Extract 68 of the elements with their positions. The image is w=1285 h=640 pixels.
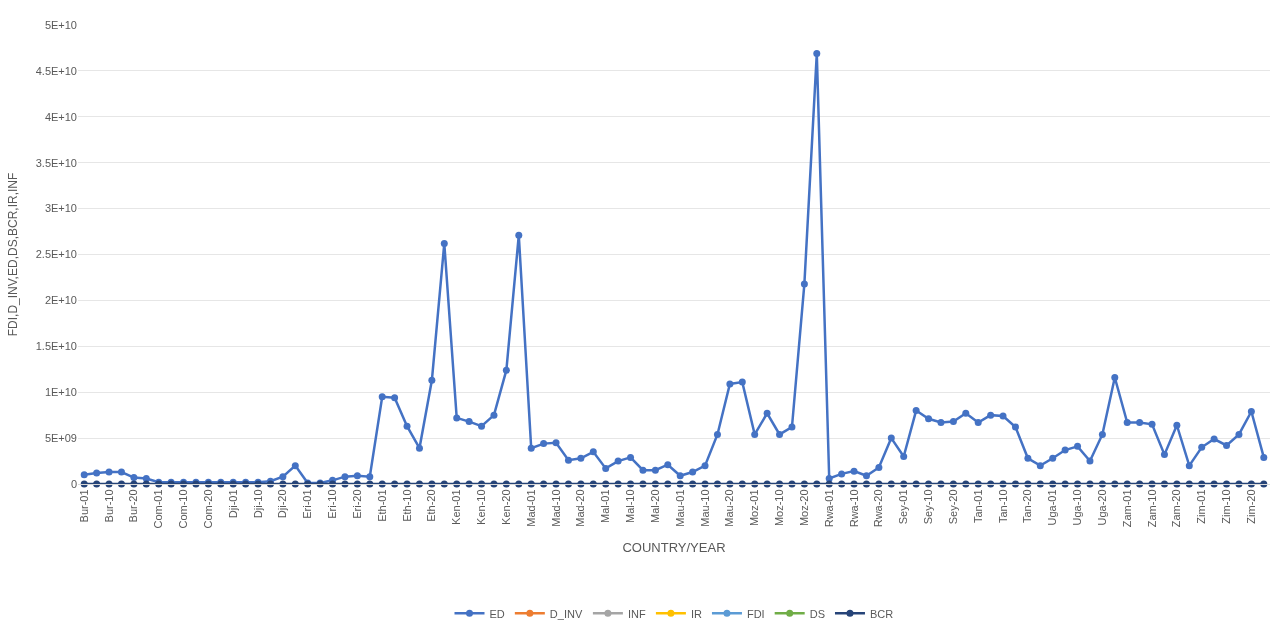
x-tick-label: Mad-01 <box>524 489 537 527</box>
x-tick-label: Tan-01 <box>971 489 984 524</box>
x-tick-label: Zam-10 <box>1145 489 1158 528</box>
x-tick-label: Eri-01 <box>301 489 314 519</box>
y-tick-label: 3E+10 <box>44 202 77 215</box>
x-tick-label: Uga-20 <box>1095 489 1108 526</box>
x-tick-label: Com-01 <box>152 489 165 529</box>
x-tick-label: Dji-20 <box>276 489 289 519</box>
x-tick-label: Mau-01 <box>673 489 686 527</box>
x-tick-label: Eri-10 <box>326 489 339 519</box>
x-tick-label: Zim-10 <box>1220 489 1233 524</box>
x-tick-label: Zam-20 <box>1170 489 1183 528</box>
x-tick-label: Mal-10 <box>624 489 637 524</box>
x-tick-label: Tan-20 <box>1021 489 1034 524</box>
legend-label: ED <box>489 607 505 620</box>
x-tick-label: Dji-01 <box>226 489 239 519</box>
x-tick-label: Moz-01 <box>748 489 761 527</box>
x-tick-label: Eth-10 <box>400 489 413 522</box>
y-tick-label: 5E+09 <box>44 431 77 444</box>
x-tick-label: Bur-01 <box>77 489 90 523</box>
x-tick-label: Eth-20 <box>425 489 438 522</box>
x-tick-label: Sey-10 <box>922 489 935 525</box>
legend-label: FDI <box>746 607 765 620</box>
y-tick-label: 2E+10 <box>44 294 77 307</box>
x-tick-label: Ken-10 <box>475 489 488 525</box>
x-tick-label: Mau-10 <box>698 489 711 527</box>
y-tick-label: 1.5E+10 <box>35 340 77 353</box>
x-tick-label: Mal-20 <box>648 489 661 524</box>
x-tick-label: Tan-10 <box>996 489 1009 524</box>
legend-label: DS <box>809 607 825 620</box>
x-tick-label: Eri-20 <box>350 489 363 519</box>
x-tick-label: Zam-01 <box>1120 489 1133 528</box>
x-tick-label: Com-20 <box>201 489 214 529</box>
x-tick-label: Mad-10 <box>549 489 562 527</box>
y-tick-label: 0 <box>70 477 77 490</box>
x-tick-label: Zim-20 <box>1244 489 1257 524</box>
x-tick-label: Rwa-01 <box>822 489 835 528</box>
y-tick-label: 3.5E+10 <box>35 156 77 169</box>
x-tick-label: Uga-01 <box>1046 489 1059 526</box>
legend-label: BCR <box>869 607 894 620</box>
legend-label: D_INV <box>549 607 583 620</box>
x-tick-label: Mal-01 <box>599 489 612 524</box>
x-tick-label: Ken-01 <box>450 489 463 525</box>
y-axis-title: FDI,D_INV,ED,DS,BCR,IR,INF <box>6 172 20 337</box>
x-tick-label: Rwa-10 <box>847 489 860 528</box>
x-tick-label: Bur-20 <box>127 489 140 523</box>
x-tick-label: Sey-20 <box>946 489 959 525</box>
x-tick-label: Ken-20 <box>499 489 512 525</box>
x-tick-label: Com-10 <box>177 489 190 529</box>
x-tick-label: Dji-10 <box>251 489 264 519</box>
x-axis-title: COUNTRY/YEAR <box>622 540 726 556</box>
y-tick-label: 5E+10 <box>44 18 77 31</box>
x-tick-label: Uga-10 <box>1071 489 1084 526</box>
x-tick-label: Bur-10 <box>102 489 115 523</box>
y-tick-label: 2.5E+10 <box>35 248 77 261</box>
x-tick-label: Zim-01 <box>1195 489 1208 524</box>
legend-label: INF <box>627 607 646 620</box>
x-tick-label: Mad-20 <box>574 489 587 527</box>
y-tick-label: 4.5E+10 <box>35 64 77 77</box>
y-tick-label: 4E+10 <box>44 110 77 123</box>
x-tick-label: Moz-10 <box>773 489 786 527</box>
x-tick-label: Mau-20 <box>723 489 736 527</box>
x-tick-label: Sey-01 <box>897 489 910 525</box>
x-tick-label: Rwa-20 <box>872 489 885 528</box>
x-tick-label: Eth-01 <box>375 489 388 522</box>
x-tick-label: Moz-20 <box>797 489 810 527</box>
legend-label: IR <box>690 607 702 620</box>
y-tick-label: 1E+10 <box>44 386 77 399</box>
